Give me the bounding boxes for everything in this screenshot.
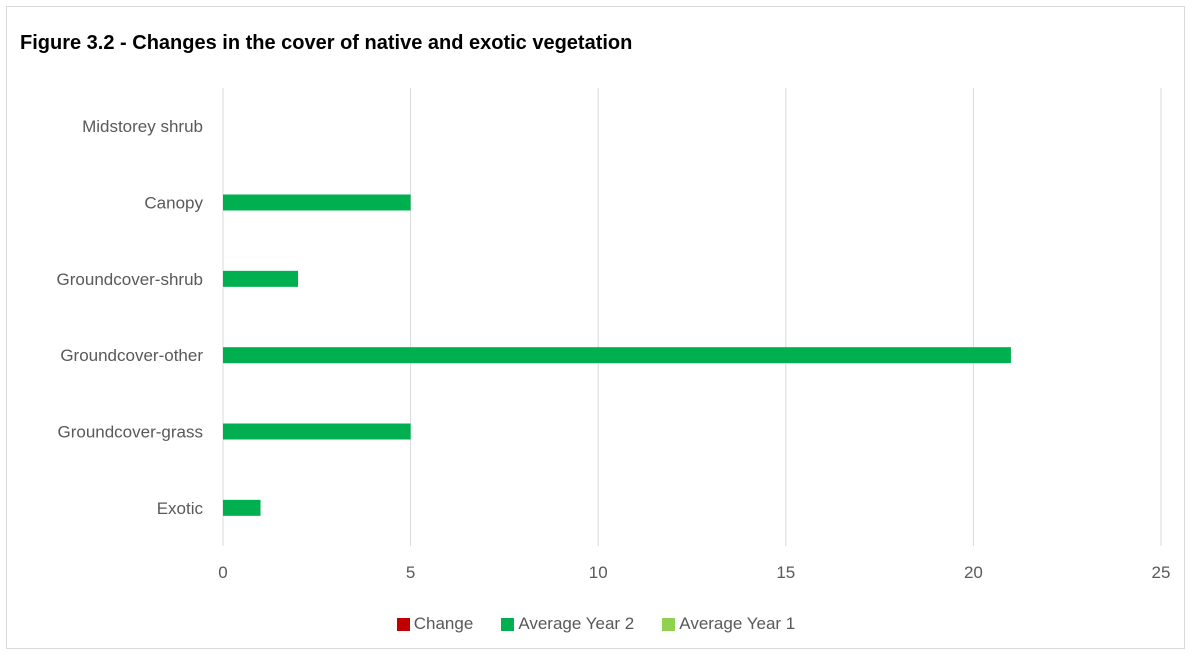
category-label: Groundcover-grass [57, 423, 203, 442]
x-tick-label: 20 [964, 563, 983, 582]
x-tick-label: 10 [589, 563, 608, 582]
x-tick-label: 15 [776, 563, 795, 582]
legend-label: Change [413, 614, 474, 633]
bars [223, 194, 1011, 516]
legend-swatch [501, 617, 515, 631]
legend-swatch [396, 617, 410, 631]
legend-swatch [662, 617, 676, 631]
tick-labels: 0 5 10 15 20 25 [218, 563, 1170, 582]
legend-item: Average Year 1 [662, 614, 795, 634]
legend-label: Average Year 1 [679, 614, 796, 633]
category-labels: Midstorey shrub Canopy Groundcover-shrub Gr… [57, 117, 204, 518]
bar-average-year-2-canopy [223, 194, 411, 211]
legend-label: Average Year 2 [518, 614, 635, 633]
chart-frame [6, 6, 1185, 649]
x-tick-label: 0 [218, 563, 227, 582]
bar-average-year-2-exotic [223, 499, 261, 516]
gridlines [222, 88, 1162, 546]
x-tick-label: 25 [1152, 563, 1171, 582]
bar-average-year-2-groundcover-grass [223, 423, 411, 440]
legend: Change Average Year 2 Average Year 1 [0, 614, 1192, 634]
category-label: Canopy [144, 194, 203, 213]
chart-title: Figure 3.2 - Changes in the cover of nat… [20, 32, 633, 54]
x-tick-label: 5 [406, 563, 415, 582]
legend-item: Average Year 2 [501, 614, 634, 634]
legend-item: Change [396, 614, 474, 634]
category-label: Exotic [157, 499, 204, 518]
bar-average-year-2-groundcover-other [223, 347, 1011, 364]
category-label: Groundcover-other [60, 346, 203, 365]
bar-average-year-2-groundcover-shrub [223, 270, 299, 287]
category-label: Groundcover-shrub [57, 270, 203, 289]
category-label: Midstorey shrub [82, 117, 203, 136]
